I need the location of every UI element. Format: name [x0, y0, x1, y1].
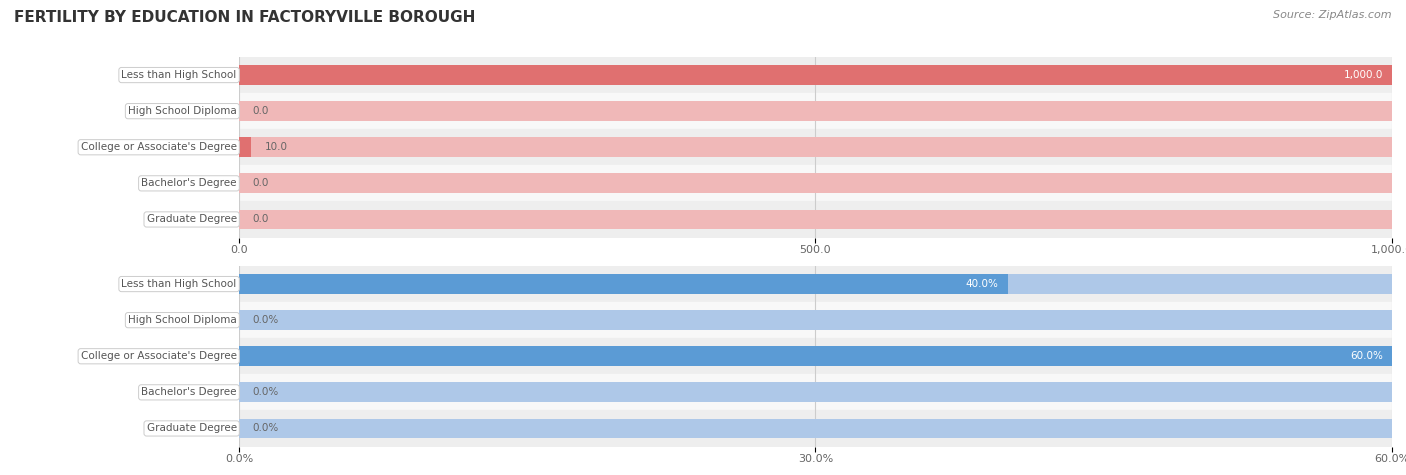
Bar: [239, 346, 1392, 366]
Text: 0.0: 0.0: [253, 178, 269, 189]
Text: 0.0%: 0.0%: [253, 387, 280, 398]
Bar: [239, 57, 1392, 93]
Bar: [239, 338, 1392, 374]
Bar: [239, 137, 1392, 157]
Text: 1,000.0: 1,000.0: [1343, 70, 1382, 80]
Text: Bachelor's Degree: Bachelor's Degree: [141, 387, 236, 398]
Bar: [239, 93, 1392, 129]
Text: High School Diploma: High School Diploma: [128, 106, 236, 116]
Text: Graduate Degree: Graduate Degree: [146, 214, 236, 225]
Text: College or Associate's Degree: College or Associate's Degree: [80, 142, 236, 152]
Bar: [239, 346, 1392, 366]
Text: 0.0%: 0.0%: [253, 423, 280, 434]
Text: Less than High School: Less than High School: [121, 279, 236, 289]
Bar: [239, 382, 1392, 402]
Bar: [239, 302, 1392, 338]
Bar: [239, 274, 1008, 294]
Text: Graduate Degree: Graduate Degree: [146, 423, 236, 434]
Text: College or Associate's Degree: College or Associate's Degree: [80, 351, 236, 361]
Text: 60.0%: 60.0%: [1350, 351, 1382, 361]
Text: 10.0: 10.0: [264, 142, 287, 152]
Bar: [239, 173, 1392, 193]
Text: FERTILITY BY EDUCATION IN FACTORYVILLE BOROUGH: FERTILITY BY EDUCATION IN FACTORYVILLE B…: [14, 10, 475, 25]
Bar: [239, 266, 1392, 302]
Bar: [239, 310, 1392, 330]
Text: 0.0%: 0.0%: [253, 315, 280, 325]
Bar: [239, 274, 1392, 294]
Text: 0.0: 0.0: [253, 106, 269, 116]
Bar: [239, 410, 1392, 446]
Bar: [239, 209, 1392, 229]
Text: High School Diploma: High School Diploma: [128, 315, 236, 325]
Bar: [239, 374, 1392, 410]
Bar: [239, 201, 1392, 238]
Text: 40.0%: 40.0%: [966, 279, 998, 289]
Text: 0.0: 0.0: [253, 214, 269, 225]
Text: Bachelor's Degree: Bachelor's Degree: [141, 178, 236, 189]
Bar: [239, 129, 1392, 165]
Bar: [239, 65, 1392, 85]
Bar: [239, 418, 1392, 438]
Text: Less than High School: Less than High School: [121, 70, 236, 80]
Bar: [239, 101, 1392, 121]
Bar: [239, 65, 1392, 85]
Bar: [239, 137, 250, 157]
Bar: [239, 165, 1392, 201]
Text: Source: ZipAtlas.com: Source: ZipAtlas.com: [1274, 10, 1392, 19]
